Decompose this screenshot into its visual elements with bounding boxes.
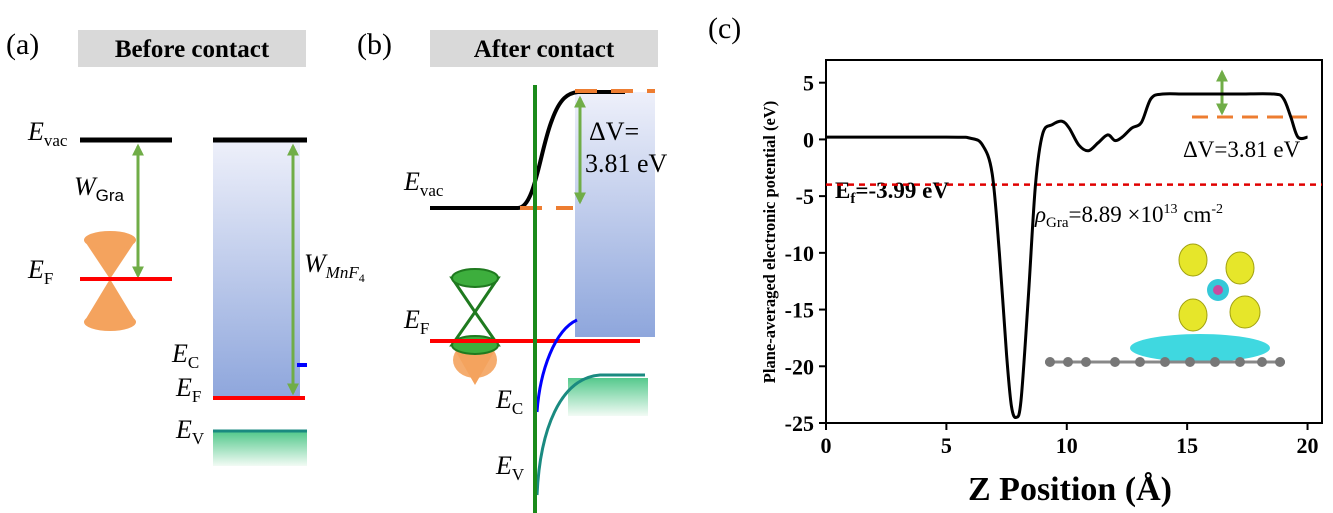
text: =-3.99 eV — [855, 178, 949, 203]
ev-label: EV — [495, 451, 525, 484]
sym: E — [495, 451, 512, 480]
lobe — [1226, 252, 1254, 284]
x-tick-label: 15 — [1176, 433, 1198, 458]
plot-frame — [826, 60, 1322, 423]
ec-label: EC — [495, 385, 523, 418]
delta-v-label: ΔV= — [589, 117, 639, 146]
sub: MnF — [325, 263, 360, 282]
sub: C — [512, 399, 523, 418]
mn-atom — [1213, 285, 1223, 295]
panel-label: (a) — [6, 28, 39, 61]
cone-outline — [452, 278, 498, 345]
sym: E — [171, 339, 188, 368]
y-tick-label: -15 — [785, 298, 814, 323]
ec-label: EC — [171, 339, 199, 372]
sym: E — [403, 167, 420, 196]
cone-bottom — [84, 313, 136, 331]
rho-label: ρGra=8.89 ×1013 cm-2 — [1034, 202, 1223, 231]
x-tick-label: 0 — [821, 433, 832, 458]
delta-v-label: ΔV=3.81 eV — [1183, 137, 1301, 162]
figure: (a) Before contact Evac WGra EF WMnF4 EC… — [0, 0, 1333, 513]
y-tick-label: 0 — [803, 127, 814, 152]
y-tick-label: -25 — [785, 411, 814, 436]
sym: W — [74, 172, 98, 201]
text: =8.89 ×10 — [1069, 202, 1164, 227]
sub: V — [512, 465, 525, 484]
structure-inset — [1045, 244, 1285, 367]
sub: F — [44, 269, 53, 288]
evac-label: Evac — [27, 117, 68, 150]
y-tick-label: 5 — [803, 71, 814, 96]
sym: E — [27, 117, 44, 146]
sym: E — [175, 415, 192, 444]
sym: E — [835, 178, 850, 203]
x-tick-label: 20 — [1297, 433, 1319, 458]
delta-v-value: 3.81 eV — [585, 149, 668, 178]
sub: vac — [44, 131, 68, 150]
x-axis-title: Z Position (Å) — [968, 471, 1172, 508]
w-gra-label: WGra — [74, 172, 125, 205]
x-tick-label: 5 — [941, 433, 952, 458]
ef-label: EF — [403, 305, 429, 338]
cone-top — [84, 231, 136, 249]
sym: E — [403, 305, 420, 334]
y-tick-label: -20 — [785, 354, 814, 379]
panel-b: (b) After contact ΔV= 3.81 eV Evac EF EC… — [357, 28, 668, 513]
sym: ρ — [1034, 202, 1046, 227]
sym: E — [495, 385, 512, 414]
ev-label: EV — [175, 415, 205, 448]
panel-label: (c) — [708, 12, 741, 45]
lobe — [1179, 299, 1207, 331]
evac-label: Evac — [403, 167, 444, 200]
panel-a: (a) Before contact Evac WGra EF WMnF4 EC… — [6, 28, 365, 466]
subsub: 4 — [359, 271, 365, 285]
ef-label: EF — [27, 255, 53, 288]
sym: E — [27, 255, 44, 284]
header: After contact — [474, 36, 615, 63]
sub: F — [420, 319, 429, 338]
sub: C — [188, 353, 199, 372]
w-mnf4-label: WMnF4 — [304, 249, 365, 285]
sub: vac — [420, 181, 444, 200]
header: Before contact — [115, 36, 270, 63]
panel-label: (b) — [357, 28, 392, 61]
sym: W — [304, 249, 328, 278]
cone-mid — [452, 336, 498, 354]
sub: F — [192, 387, 201, 406]
exp: 13 — [1164, 202, 1178, 217]
x-tick-label: 10 — [1056, 433, 1078, 458]
fermi-label: Ef=-3.99 eV — [835, 178, 949, 207]
ef-label: EF — [175, 373, 201, 406]
sub: V — [192, 429, 205, 448]
unit: cm — [1178, 202, 1212, 227]
sub: Gra — [1046, 215, 1069, 231]
valence-box — [213, 432, 307, 466]
sub: Gra — [96, 186, 125, 205]
y-tick-label: -10 — [785, 241, 814, 266]
unit-exp: -2 — [1211, 202, 1223, 217]
cone-top — [452, 269, 498, 287]
y-tick-label: -5 — [796, 184, 814, 209]
valence-box — [568, 378, 648, 416]
charge-cloud — [1130, 334, 1270, 362]
sym: E — [175, 373, 192, 402]
lobe — [1179, 244, 1207, 276]
band-box — [213, 140, 300, 398]
lobe — [1230, 296, 1260, 328]
y-axis-title: Plane-averaged electronic potential (eV) — [760, 101, 779, 383]
